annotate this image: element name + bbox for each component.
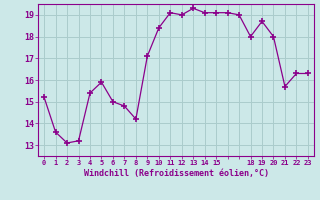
X-axis label: Windchill (Refroidissement éolien,°C): Windchill (Refroidissement éolien,°C): [84, 169, 268, 178]
